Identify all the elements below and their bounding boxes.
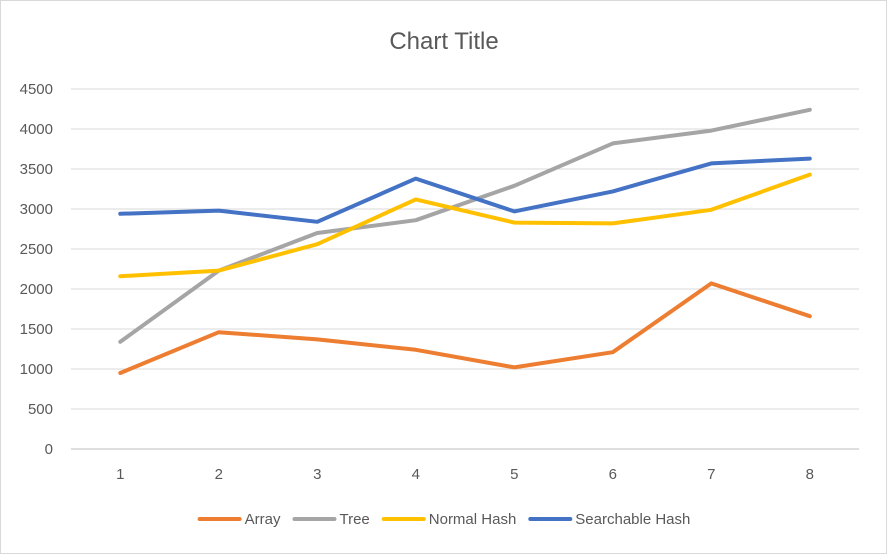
x-tick-label: 6 <box>609 466 617 483</box>
x-tick-label: 5 <box>510 466 518 483</box>
y-tick-label: 4500 <box>20 81 53 98</box>
y-tick-label: 1500 <box>20 321 53 338</box>
y-tick-label: 3500 <box>20 161 53 178</box>
x-axis-tick-labels: 1 2 3 4 5 6 7 8 <box>116 466 814 483</box>
legend-item: Array <box>197 511 281 528</box>
y-tick-label: 500 <box>28 401 53 418</box>
legend: Array Tree Normal Hash Searchable Hash <box>197 511 690 528</box>
series-line-array <box>118 281 812 375</box>
legend-label: Tree <box>339 511 369 528</box>
x-tick-label: 2 <box>215 466 223 483</box>
x-tick-label: 8 <box>806 466 814 483</box>
legend-item: Normal Hash <box>381 511 517 528</box>
y-tick-label: 2500 <box>20 241 53 258</box>
legend-item: Tree <box>292 511 370 528</box>
y-tick-label: 2000 <box>20 281 53 298</box>
series-line-tree <box>118 107 812 344</box>
y-tick-label: 1000 <box>20 361 53 378</box>
legend-label: Searchable Hash <box>575 511 690 528</box>
series-lines <box>118 107 812 375</box>
gridlines <box>71 88 859 450</box>
x-tick-label: 4 <box>412 466 420 483</box>
legend-label: Normal Hash <box>429 511 517 528</box>
y-axis-tick-labels: 0 500 1000 1500 2000 2500 3000 3500 4000 4500 <box>20 81 53 458</box>
series-line-searchable-hash <box>118 156 812 224</box>
y-tick-label: 0 <box>45 441 53 458</box>
x-tick-label: 7 <box>707 466 715 483</box>
x-tick-label: 3 <box>313 466 321 483</box>
y-tick-label: 3000 <box>20 201 53 218</box>
y-tick-label: 4000 <box>20 121 53 138</box>
legend-item: Searchable Hash <box>528 511 690 528</box>
x-tick-label: 1 <box>116 466 124 483</box>
legend-label: Array <box>245 511 281 528</box>
chart-title: Chart Title <box>389 28 498 55</box>
series-line-normal-hash <box>118 172 812 279</box>
